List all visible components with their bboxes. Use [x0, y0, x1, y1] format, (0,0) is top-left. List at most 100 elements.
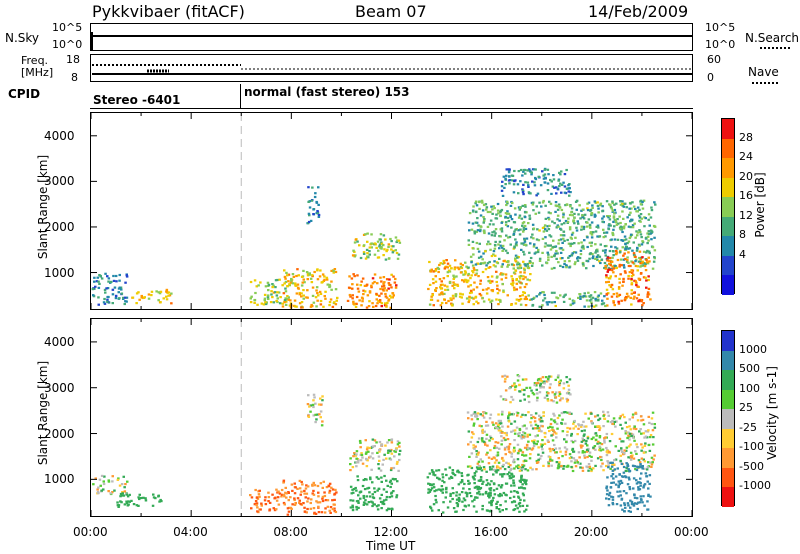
power-cell [625, 206, 628, 209]
power-cell [605, 244, 608, 248]
velocity-cell [624, 476, 628, 479]
power-cell [431, 294, 434, 297]
power-cell [107, 295, 110, 299]
power-cell [472, 297, 475, 300]
power-cell [568, 255, 572, 258]
power-cell [565, 187, 569, 190]
power-cell [581, 261, 585, 265]
power-cell [617, 302, 621, 305]
velocity-cell [499, 504, 502, 507]
power-cell [547, 256, 550, 259]
power-cell [621, 239, 625, 242]
velocity-cell [305, 484, 308, 487]
velocity-cell [649, 434, 653, 437]
power-cell [606, 270, 609, 273]
velocity-cell [321, 486, 324, 489]
velocity-cell [614, 475, 618, 478]
velocity-cell [501, 375, 504, 378]
power-cell [559, 251, 563, 254]
velocity-cell [452, 492, 455, 495]
velocity-cell [504, 377, 507, 380]
power-cell [394, 236, 398, 239]
velocity-cell [583, 425, 586, 428]
power-cell [596, 254, 600, 257]
velocity-cell [521, 483, 524, 486]
power-cell [577, 242, 580, 245]
velocity-cell [130, 499, 133, 502]
velocity-y-tick-label: 1000 [44, 472, 75, 487]
velocity-cell [441, 476, 445, 479]
velocity-scatter-region-0 [92, 474, 129, 496]
power-cell [608, 284, 611, 287]
velocity-cell [298, 501, 301, 504]
power-cell [120, 292, 124, 295]
velocity-cell [639, 495, 642, 498]
velocity-cell [497, 429, 501, 432]
power-cell [387, 299, 390, 302]
power-cell [629, 296, 632, 299]
power-cell [557, 203, 561, 206]
power-cell [599, 204, 602, 207]
power-cell [468, 212, 472, 215]
power-cell [586, 202, 589, 205]
power-cell [473, 232, 477, 235]
power-cell [98, 274, 101, 277]
power-cell [332, 270, 335, 273]
power-cell [596, 201, 599, 204]
power-cell [250, 295, 253, 298]
velocity-cell [437, 488, 440, 491]
velocity-cell [494, 426, 498, 429]
velocity-cell [570, 412, 573, 415]
power-cell [626, 216, 629, 219]
power-cell [464, 261, 467, 264]
velocity-cell [497, 466, 500, 469]
power-cell [475, 210, 478, 214]
power-cell [536, 228, 539, 231]
velocity-cell [373, 439, 377, 442]
velocity-cell [370, 500, 373, 503]
power-cell [361, 277, 365, 280]
velocity-cell [355, 457, 358, 460]
power-cell [570, 233, 574, 236]
power-cell [106, 287, 110, 290]
velocity-cell [128, 493, 131, 496]
power-cell [617, 286, 621, 289]
power-cell [574, 236, 577, 239]
power-cell [311, 274, 314, 277]
velocity-cell [640, 419, 643, 422]
velocity-cell [317, 495, 320, 498]
power-cell [601, 299, 604, 302]
power-cell [382, 254, 385, 257]
velocity-cell [96, 488, 99, 491]
power-cell [356, 283, 359, 286]
power-cell [490, 234, 494, 237]
velocity-cell [298, 499, 301, 502]
power-cell [610, 207, 613, 210]
velocity-cell [527, 440, 530, 443]
velocity-cell [430, 487, 434, 490]
velocity-cell [331, 488, 335, 491]
velocity-cell [515, 490, 519, 493]
power-cell [635, 297, 639, 300]
velocity-cell [317, 505, 320, 508]
power-cell [650, 206, 653, 209]
power-cell [602, 302, 606, 305]
power-cell [253, 301, 256, 304]
power-cell [500, 221, 503, 224]
power-colorbar-tick-label: 16 [739, 189, 753, 203]
velocity-cell [522, 393, 526, 396]
power-cell [478, 230, 482, 233]
power-cell [542, 199, 545, 203]
velocity-cell [596, 425, 599, 428]
power-cell [523, 240, 527, 243]
power-cell [300, 284, 304, 287]
velocity-cell [582, 420, 585, 423]
power-cell [439, 262, 442, 265]
power-cell [473, 230, 477, 233]
power-cell [453, 287, 456, 290]
power-cell [379, 246, 382, 249]
velocity-cell [321, 420, 324, 423]
velocity-cell [530, 389, 533, 392]
velocity-cell [629, 456, 632, 459]
power-cell [615, 247, 619, 250]
